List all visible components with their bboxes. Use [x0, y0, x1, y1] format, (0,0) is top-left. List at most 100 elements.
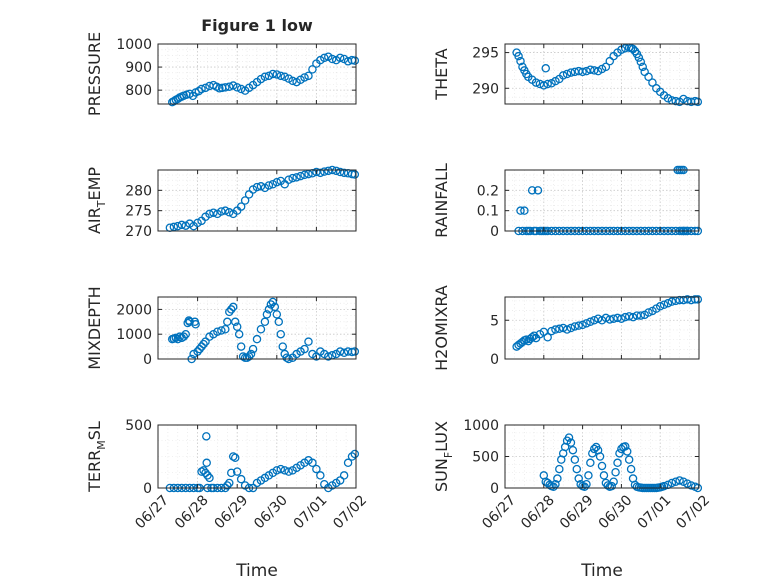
grid [505, 297, 699, 359]
axes-terr-msl: 0 500 06/27 06/28 06/29 06/30 07/01 07/02 TERRMS… [85, 418, 370, 581]
data-point [617, 314, 626, 323]
data-point [603, 481, 613, 490]
data-point [343, 458, 353, 468]
y-tick-label: 0 [490, 352, 499, 368]
data-point [514, 51, 523, 61]
x-tick-label: 06/28 [172, 492, 212, 532]
data-point [252, 182, 262, 192]
x-axis [504, 44, 700, 104]
data-point [228, 81, 238, 90]
x-tick-label: 07/02 [330, 492, 370, 532]
data-point [308, 65, 317, 74]
data-point [312, 167, 321, 177]
data-point [527, 333, 537, 342]
y-tick-label: 0 [490, 224, 499, 240]
data-point [304, 71, 313, 81]
data-point [270, 302, 280, 312]
y-axis-label: TERRMSL [85, 421, 108, 493]
x-axis [157, 44, 357, 104]
data-point [320, 53, 329, 63]
data-point [586, 65, 595, 74]
data-point [628, 312, 638, 322]
y-tick-label: 270 [125, 224, 152, 240]
data-point [276, 464, 286, 474]
y-tick-label: 2000 [116, 302, 152, 318]
data-point [240, 196, 250, 205]
data-point [213, 327, 222, 336]
y-tick-label: 0.1 [477, 204, 499, 220]
data-point [236, 202, 246, 211]
axes-rainfall: 0 0.1 0.2 RAINFALL [432, 163, 703, 240]
y-tick-label: 0 [143, 481, 152, 497]
x-axis [504, 297, 700, 359]
y-tick-label: 5 [490, 313, 499, 329]
data-point [335, 167, 345, 177]
series-h2omixra [512, 295, 703, 351]
data-point [320, 167, 329, 176]
data-point [280, 72, 289, 82]
data-point [296, 171, 305, 181]
data-point [516, 206, 525, 215]
data-point [626, 464, 636, 474]
data-point [324, 352, 333, 361]
data-point [217, 326, 226, 335]
chart-title: Figure 1 low [201, 16, 313, 35]
data-point [339, 348, 349, 358]
data-point [644, 72, 653, 82]
data-point [268, 297, 278, 307]
data-point [574, 474, 583, 483]
data-point [197, 84, 206, 94]
data-point [284, 467, 293, 476]
y-tick-label: 500 [472, 450, 499, 466]
x-tick-label: 06/30 [596, 492, 636, 532]
data-point [566, 438, 576, 447]
data-point [675, 476, 684, 485]
data-point [236, 474, 246, 484]
y-tick-label: 1000 [116, 327, 152, 343]
data-point [572, 464, 582, 474]
data-point [599, 471, 609, 480]
data-point [621, 442, 630, 451]
data-point [624, 455, 634, 464]
x-tick-label: 06/27 [132, 492, 172, 532]
data-point [568, 445, 578, 455]
y-axis-label: SUNFLUX [432, 421, 455, 492]
data-point [562, 325, 572, 334]
data-point [300, 73, 309, 82]
data-point [671, 96, 680, 106]
data-point [252, 334, 262, 344]
data-point [335, 347, 345, 356]
x-tick-label: 07/01 [634, 492, 674, 532]
data-point [350, 56, 360, 65]
data-point [209, 208, 218, 217]
data-point [527, 186, 537, 195]
data-point [230, 453, 240, 463]
data-point [529, 331, 539, 340]
data-point [230, 317, 240, 327]
axes-box [157, 43, 357, 105]
data-point [659, 300, 669, 309]
data-point [574, 321, 583, 330]
y-tick-label: 0 [490, 481, 499, 497]
data-point [335, 53, 345, 63]
data-point [268, 179, 278, 189]
y-tick-label: 295 [472, 46, 499, 62]
data-point [578, 67, 587, 77]
x-axis-label: Time [580, 561, 623, 581]
data-point [520, 206, 529, 215]
y-tick-label: 800 [125, 83, 152, 99]
data-point [288, 76, 297, 86]
data-point [324, 166, 333, 176]
data-point [236, 84, 246, 94]
data-point [350, 170, 360, 179]
y-tick-label: 500 [125, 418, 152, 434]
data-point [227, 468, 236, 478]
y-tick-label: 290 [472, 81, 499, 97]
data-point [615, 449, 624, 458]
data-point [232, 467, 242, 476]
data-point [655, 302, 665, 311]
data-point [339, 168, 349, 178]
data-point [549, 482, 558, 491]
data-point [223, 317, 232, 327]
